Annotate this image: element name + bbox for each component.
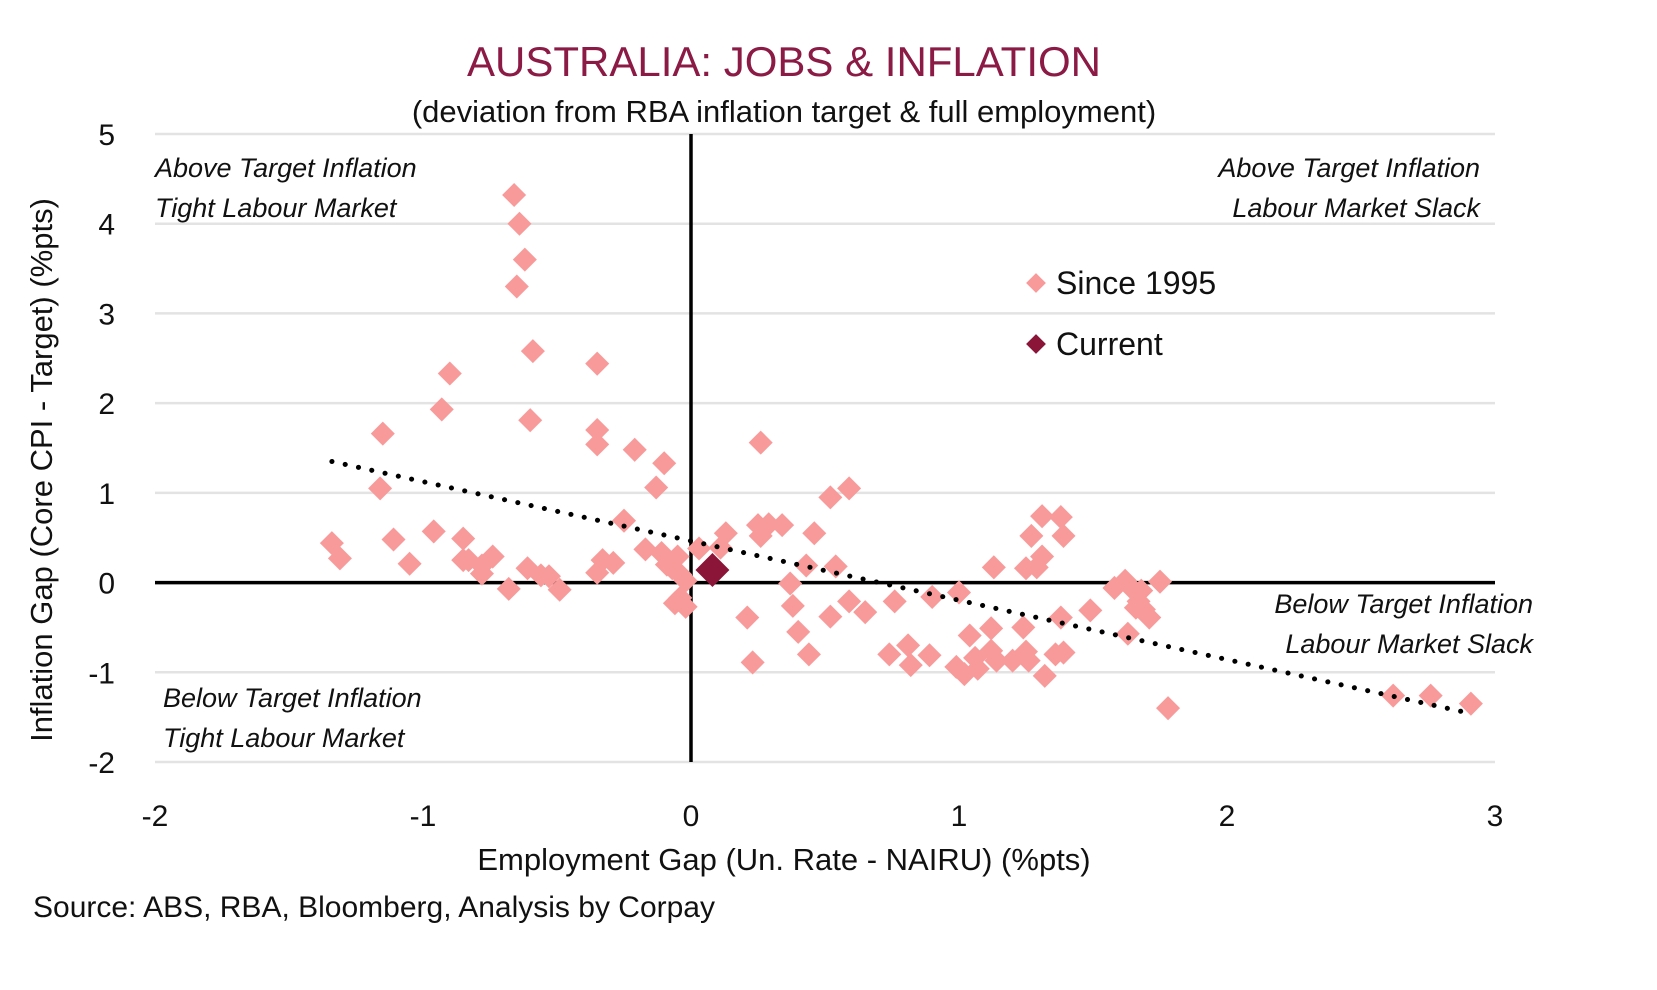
- point-since-1995: [644, 475, 669, 500]
- point-since-1995: [1137, 605, 1162, 630]
- y-axis-label: Inflation Gap (Core CPI - Target) (%pts): [24, 198, 59, 742]
- legend-marker-since-1995: [1026, 273, 1046, 293]
- point-since-1995: [451, 526, 476, 551]
- point-since-1995: [770, 513, 795, 538]
- y-tick-labels: 5 4 3 2 1 0 -1 -2: [88, 119, 115, 780]
- point-since-1995: [735, 605, 760, 630]
- point-since-1995: [1048, 605, 1073, 630]
- point-since-1995: [502, 182, 527, 208]
- point-since-1995: [957, 623, 982, 648]
- legend-label-current: Current: [1056, 326, 1163, 362]
- legend: Since 1995 Current: [1026, 265, 1216, 362]
- y-tick-label: -2: [88, 747, 115, 780]
- point-since-1995: [981, 555, 1006, 580]
- source-note: Source: ABS, RBA, Bloomberg, Analysis by…: [33, 891, 715, 924]
- point-since-1995: [437, 361, 462, 386]
- point-since-1995: [512, 247, 537, 272]
- point-since-1995: [585, 432, 610, 457]
- quadrant-bottom-left-line1: Below Target Inflation: [163, 683, 422, 713]
- point-since-1995: [748, 430, 773, 455]
- quadrant-top-left-line1: Above Target Inflation: [153, 153, 417, 183]
- point-since-1995: [652, 451, 677, 476]
- x-tick-label: 3: [1487, 800, 1504, 833]
- point-since-1995: [518, 408, 543, 433]
- point-since-1995: [1051, 640, 1076, 665]
- quadrant-top-right-line1: Above Target Inflation: [1216, 153, 1480, 183]
- point-since-1995: [786, 619, 811, 644]
- point-since-1995: [1458, 691, 1483, 716]
- x-tick-label: -2: [142, 800, 169, 833]
- point-since-1995: [520, 339, 545, 364]
- x-tick-label: -1: [410, 800, 437, 833]
- trendline-path: [329, 458, 1474, 717]
- x-tick-label: 0: [683, 800, 700, 833]
- chart-subtitle: (deviation from RBA inflation target & f…: [412, 94, 1156, 129]
- x-tick-labels: -2 -1 0 1 2 3: [142, 800, 1504, 833]
- point-since-1995: [1078, 598, 1103, 623]
- gridlines: [155, 132, 1495, 764]
- point-since-1995: [1032, 663, 1057, 688]
- legend-label-since-1995: Since 1995: [1056, 265, 1216, 301]
- quadrant-bottom-right-line2: Labour Market Slack: [1285, 629, 1534, 659]
- point-since-1995: [585, 351, 610, 376]
- point-since-1995: [622, 437, 647, 462]
- legend-marker-current: [1026, 334, 1046, 354]
- trendline: [329, 458, 1474, 717]
- y-tick-label: 3: [98, 298, 115, 331]
- y-tick-label: 4: [98, 209, 115, 242]
- point-since-1995: [370, 421, 395, 446]
- point-since-1995: [1019, 523, 1044, 548]
- point-since-1995: [611, 508, 637, 533]
- y-tick-label: 0: [98, 568, 115, 601]
- point-since-1995: [818, 604, 843, 629]
- quadrant-bottom-left-line2: Tight Labour Market: [163, 723, 406, 753]
- point-since-1995: [882, 589, 907, 614]
- point-since-1995: [1147, 569, 1173, 594]
- y-tick-label: 5: [98, 119, 115, 152]
- y-tick-label: -1: [88, 657, 115, 690]
- point-since-1995: [802, 521, 827, 546]
- point-since-1995: [1048, 505, 1073, 530]
- point-since-1995: [1115, 621, 1140, 646]
- quadrant-top-right-line2: Labour Market Slack: [1232, 193, 1481, 223]
- point-since-1995: [368, 476, 393, 501]
- point-since-1995: [429, 397, 454, 422]
- point-since-1995: [1156, 696, 1181, 721]
- point-since-1995: [1051, 523, 1076, 548]
- point-since-1995: [381, 527, 406, 552]
- point-since-1995: [397, 551, 422, 576]
- quadrant-top-left-line2: Tight Labour Market: [155, 193, 398, 223]
- x-axis-label: Employment Gap (Un. Rate - NAIRU) (%pts): [477, 842, 1090, 877]
- chart-title: AUSTRALIA: JOBS & INFLATION: [467, 38, 1101, 85]
- point-since-1995: [1030, 544, 1055, 569]
- point-since-1995: [979, 616, 1004, 641]
- point-since-1995: [1030, 504, 1055, 529]
- point-since-1995: [780, 593, 805, 618]
- y-tick-label: 1: [98, 478, 115, 511]
- point-since-1995: [496, 576, 521, 601]
- x-tick-label: 2: [1219, 800, 1236, 833]
- point-since-1995: [796, 642, 821, 667]
- point-since-1995: [504, 274, 529, 299]
- quadrant-bottom-right-line1: Below Target Inflation: [1274, 589, 1533, 619]
- y-tick-label: 2: [98, 388, 115, 421]
- point-since-1995: [421, 519, 446, 544]
- point-since-1995: [1418, 683, 1443, 708]
- point-since-1995: [1011, 615, 1036, 640]
- point-since-1995: [507, 211, 532, 236]
- point-since-1995: [778, 571, 803, 596]
- x-tick-label: 1: [951, 800, 968, 833]
- point-since-1995: [740, 650, 765, 675]
